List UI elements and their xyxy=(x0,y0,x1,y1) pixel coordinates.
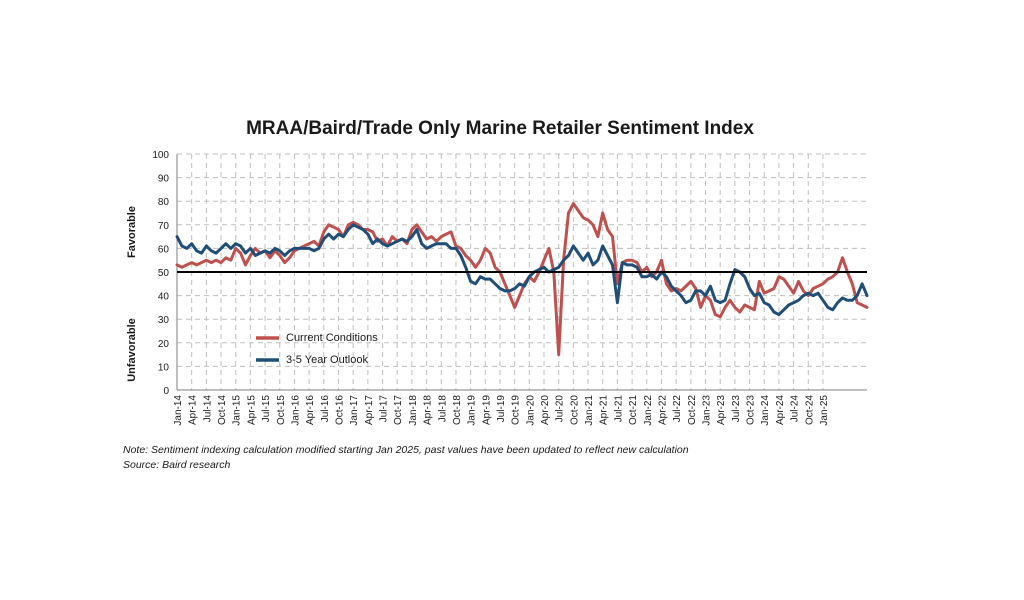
x-axis: Jan-14 Apr-14 Jul-14 Oct-14 Jan-15 Apr-15 Jul-… xyxy=(173,395,830,426)
y-tick-label: 50 xyxy=(158,268,170,279)
x-tick-label: Jul-14 xyxy=(202,395,213,423)
x-tick-label: Apr-16 xyxy=(305,395,316,425)
x-tick-label: Oct-20 xyxy=(569,395,580,425)
x-tick-label: Apr-22 xyxy=(657,395,668,425)
legend-label-current-conditions: Current Conditions xyxy=(286,332,378,344)
x-tick-label: Apr-21 xyxy=(599,395,610,425)
x-tick-label: Jul-19 xyxy=(496,395,507,423)
series-line-current-conditions xyxy=(175,202,869,357)
x-tick-label: Apr-15 xyxy=(246,395,257,425)
x-tick-label: Jul-24 xyxy=(790,395,801,423)
x-tick-label: Jan-22 xyxy=(643,395,654,426)
x-tick-label: Jul-20 xyxy=(555,395,566,423)
x-tick-label: Jan-19 xyxy=(467,395,478,426)
y-label-favorable: Favorable xyxy=(126,206,138,258)
x-tick-label: Oct-18 xyxy=(452,395,463,425)
chart-title: MRAA/Baird/Trade Only Marine Retailer Se… xyxy=(246,118,754,139)
x-tick-label: Jul-21 xyxy=(613,395,624,423)
y-label-unfavorable: Unfavorable xyxy=(126,318,138,382)
x-tick-label: Jul-22 xyxy=(672,395,683,423)
x-tick-label: Apr-14 xyxy=(188,395,199,425)
x-tick-label: Apr-18 xyxy=(423,395,434,425)
series-lines xyxy=(175,202,869,357)
x-tick-label: Jul-15 xyxy=(261,395,272,423)
y-axis-labels: Favorable Unfavorable xyxy=(126,206,138,382)
x-tick-label: Jan-16 xyxy=(290,395,301,426)
y-tick-label: 90 xyxy=(158,174,170,185)
x-tick-label: Oct-19 xyxy=(511,395,522,425)
x-tick-label: Jan-15 xyxy=(232,395,243,426)
y-axis: 0 10 20 30 40 50 60 70 80 90 100 xyxy=(152,150,169,397)
legend: Current Conditions 3-5 Year Outlook xyxy=(256,332,378,366)
x-tick-label: Oct-21 xyxy=(628,395,639,425)
y-tick-label: 20 xyxy=(158,339,170,350)
y-tick-label: 10 xyxy=(158,362,170,373)
legend-label-outlook: 3-5 Year Outlook xyxy=(286,354,368,366)
x-tick-label: Oct-22 xyxy=(687,395,698,425)
y-tick-label: 30 xyxy=(158,315,170,326)
x-tick-label: Jan-25 xyxy=(819,395,830,426)
x-tick-label: Oct-14 xyxy=(217,395,228,425)
x-tick-label: Oct-16 xyxy=(334,395,345,425)
x-tick-label: Jul-16 xyxy=(320,395,331,423)
x-tick-label: Jan-14 xyxy=(173,395,184,426)
x-tick-label: Apr-17 xyxy=(364,395,375,425)
y-tick-label: 0 xyxy=(163,386,169,397)
x-tick-label: Jan-24 xyxy=(760,395,771,426)
x-tick-label: Oct-24 xyxy=(804,395,815,425)
x-tick-label: Jan-18 xyxy=(408,395,419,426)
y-tick-label: 40 xyxy=(158,292,170,303)
x-tick-label: Jul-18 xyxy=(437,395,448,423)
x-tick-label: Jan-20 xyxy=(525,395,536,426)
y-tick-label: 70 xyxy=(158,221,170,232)
y-tick-label: 80 xyxy=(158,197,170,208)
x-tick-label: Oct-23 xyxy=(746,395,757,425)
x-tick-label: Jan-23 xyxy=(702,395,713,426)
x-tick-label: Apr-20 xyxy=(540,395,551,425)
footnote: Note: Sentiment indexing calculation mod… xyxy=(123,444,689,456)
x-tick-label: Oct-17 xyxy=(393,395,404,425)
x-tick-label: Jan-17 xyxy=(349,395,360,426)
source-note: Source: Baird research xyxy=(123,459,231,471)
x-tick-label: Jul-23 xyxy=(731,395,742,423)
y-tick-label: 60 xyxy=(158,244,170,255)
series-line-outlook xyxy=(175,223,869,316)
x-tick-label: Jul-17 xyxy=(379,395,390,423)
x-tick-label: Apr-24 xyxy=(775,395,786,425)
x-tick-label: Oct-15 xyxy=(276,395,287,425)
y-tick-label: 100 xyxy=(152,150,169,161)
x-tick-label: Apr-23 xyxy=(716,395,727,425)
x-tick-label: Apr-19 xyxy=(481,395,492,425)
x-tick-label: Jan-21 xyxy=(584,395,595,426)
